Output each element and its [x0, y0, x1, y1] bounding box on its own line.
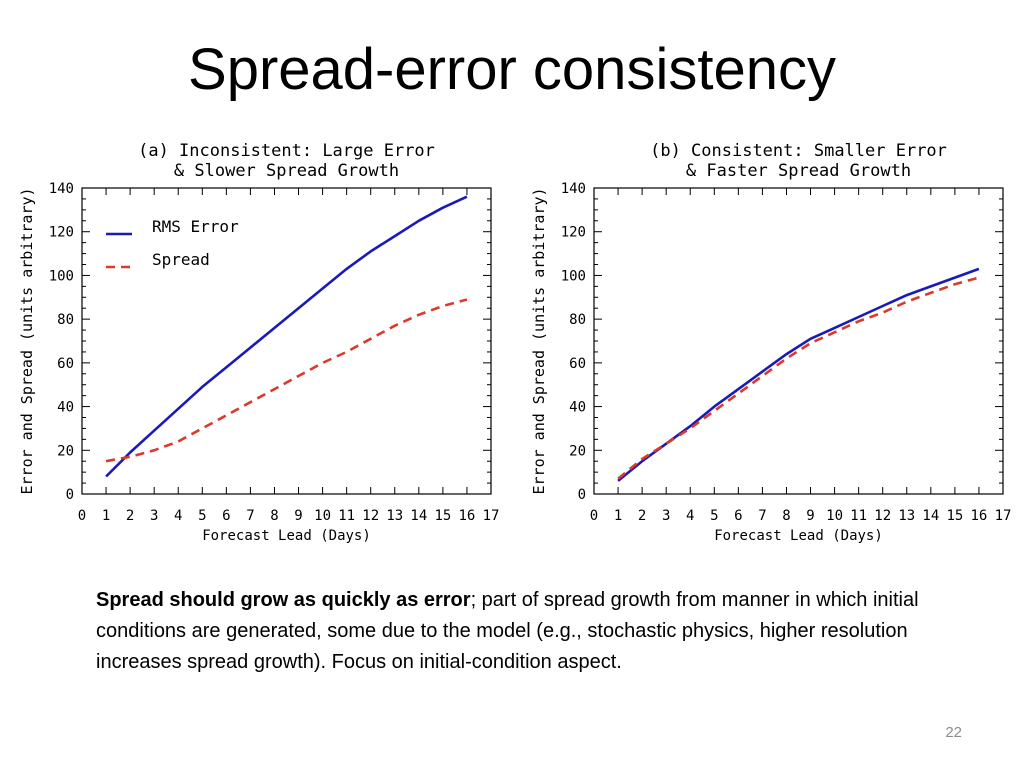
legend-label: RMS Error — [152, 217, 239, 236]
x-tick-label: 15 — [946, 508, 963, 524]
y-tick-label: 100 — [49, 268, 74, 284]
x-axis-label: Forecast Lead (Days) — [202, 528, 371, 544]
y-axis-label: Error and Spread (units arbitrary) — [18, 187, 36, 494]
y-tick-label: 140 — [561, 181, 586, 197]
x-tick-label: 12 — [874, 508, 891, 524]
x-tick-label: 6 — [734, 508, 742, 524]
x-tick-label: 3 — [662, 508, 670, 524]
series-line-rms-error — [617, 267, 980, 482]
page-number: 22 — [945, 724, 962, 741]
x-tick-label: 7 — [758, 508, 766, 524]
x-tick-label: 13 — [898, 508, 915, 524]
charts-svg: (a) Inconsistent: Large Error& Slower Sp… — [18, 141, 1011, 544]
x-tick-label: 0 — [590, 508, 598, 524]
x-tick-label: 11 — [850, 508, 867, 524]
x-tick-label: 4 — [174, 508, 182, 524]
x-tick-label: 16 — [971, 508, 988, 524]
plot-frame — [593, 187, 1004, 495]
x-tick-label: 10 — [314, 508, 331, 524]
x-tick-label: 6 — [222, 508, 230, 524]
y-tick-label: 80 — [569, 312, 586, 328]
y-tick-label: 120 — [561, 225, 586, 241]
y-tick-label: 20 — [57, 443, 74, 459]
chart-a: (a) Inconsistent: Large Error& Slower Sp… — [18, 141, 499, 544]
slide-title: Spread-error consistency — [188, 37, 836, 102]
chart-title-line: (b) Consistent: Smaller Error — [650, 141, 947, 161]
x-tick-label: 5 — [710, 508, 718, 524]
x-tick-label: 17 — [483, 508, 500, 524]
x-tick-label: 9 — [294, 508, 302, 524]
charts-area: (a) Inconsistent: Large Error & Slower Sp… — [0, 130, 1024, 560]
x-tick-label: 10 — [826, 508, 843, 524]
chart-title-line: & Slower Spread Growth — [174, 161, 399, 181]
x-tick-label: 1 — [614, 508, 622, 524]
x-tick-label: 13 — [386, 508, 403, 524]
x-tick-label: 16 — [459, 508, 476, 524]
x-tick-label: 12 — [362, 508, 379, 524]
x-tick-label: 1 — [102, 508, 110, 524]
chart-title-line: (a) Inconsistent: Large Error — [138, 141, 435, 161]
x-tick-label: 3 — [150, 508, 158, 524]
x-tick-label: 4 — [686, 508, 694, 524]
y-tick-label: 100 — [561, 268, 586, 284]
series-line-rms-error — [105, 195, 468, 478]
y-tick-label: 60 — [57, 356, 74, 372]
y-tick-label: 80 — [57, 312, 74, 328]
plot-frame — [81, 187, 492, 495]
x-tick-label: 2 — [638, 508, 646, 524]
x-tick-label: 11 — [338, 508, 355, 524]
y-tick-label: 40 — [569, 400, 586, 416]
y-tick-label: 140 — [49, 181, 74, 197]
caption: Spread should grow as quickly as error; … — [96, 585, 936, 678]
legend-label: Spread — [152, 250, 210, 269]
y-tick-label: 40 — [57, 400, 74, 416]
x-tick-label: 14 — [410, 508, 427, 524]
caption-text: ; part of spread growth from manner in w… — [96, 589, 919, 673]
caption-bold: Spread should grow as quickly as error — [96, 589, 471, 611]
x-tick-label: 15 — [434, 508, 451, 524]
chart-b: (b) Consistent: Smaller Error& Faster Sp… — [530, 141, 1011, 544]
y-tick-label: 0 — [66, 487, 74, 503]
x-axis-label: Forecast Lead (Days) — [714, 528, 883, 544]
y-axis-label: Error and Spread (units arbitrary) — [530, 187, 548, 494]
y-tick-label: 120 — [49, 225, 74, 241]
x-tick-label: 7 — [246, 508, 254, 524]
series-line-spread — [617, 276, 980, 480]
series-line-spread — [105, 298, 468, 463]
x-tick-label: 0 — [78, 508, 86, 524]
y-tick-label: 20 — [569, 443, 586, 459]
chart-title-line: & Faster Spread Growth — [686, 161, 911, 181]
x-tick-label: 5 — [198, 508, 206, 524]
x-tick-label: 17 — [995, 508, 1012, 524]
x-tick-label: 9 — [806, 508, 814, 524]
x-tick-label: 14 — [922, 508, 939, 524]
x-tick-label: 8 — [782, 508, 790, 524]
x-tick-label: 8 — [270, 508, 278, 524]
y-tick-label: 60 — [569, 356, 586, 372]
y-tick-label: 0 — [578, 487, 586, 503]
x-tick-label: 2 — [126, 508, 134, 524]
